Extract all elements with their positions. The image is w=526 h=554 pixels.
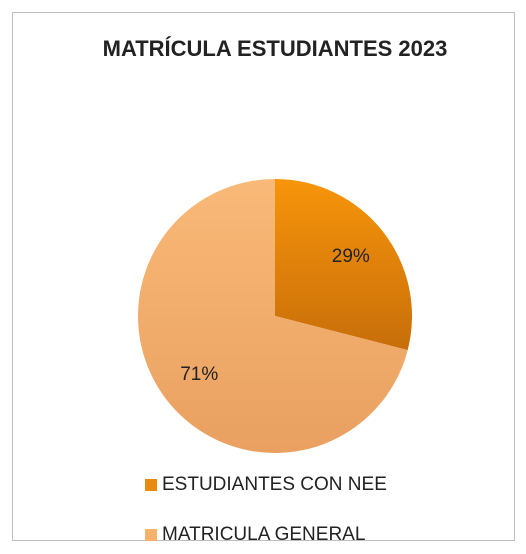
chart-border (12, 12, 515, 541)
pie-slice (137, 179, 408, 453)
legend-swatch (145, 479, 157, 491)
data-label: 71% (180, 364, 218, 385)
chart-title: MATRÍCULA ESTUDIANTES 2023 (102, 36, 448, 61)
legend-label: MATRICULA GENERAL (162, 524, 365, 545)
data-label: 29% (332, 246, 370, 267)
pie-slice (275, 179, 412, 351)
legend-swatch (145, 529, 157, 541)
legend-label: ESTUDIANTES CON NEE (162, 474, 387, 495)
